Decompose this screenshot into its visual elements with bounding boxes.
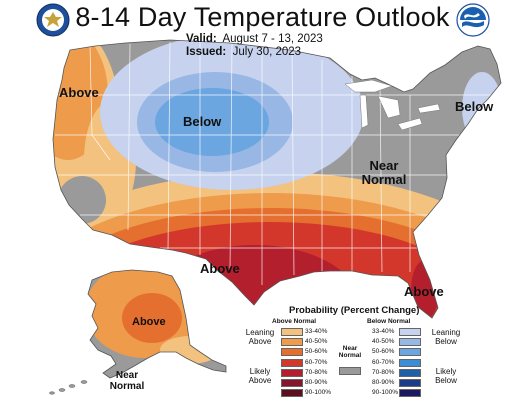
- label-near-normal-east: Near Normal: [359, 159, 409, 187]
- label-below-north: Below: [183, 114, 222, 129]
- date-block: Valid: August 7 - 13, 2023 Issued: July …: [186, 33, 323, 59]
- alaska-above-50-60: [122, 293, 182, 343]
- legend-swatch-above-0: [281, 328, 303, 336]
- legend-swatch-below-4: [399, 368, 421, 377]
- legend-swatch-below-5: [399, 379, 421, 387]
- commerce-seal-icon: [36, 3, 70, 37]
- legend-likely-below-line2: Below: [435, 376, 457, 385]
- label-near-normal-alaska-line2: Normal: [109, 381, 145, 392]
- legend-likely-below-line1: Likely: [435, 367, 457, 376]
- conus-map: [53, 40, 501, 318]
- alaska-map: [88, 270, 226, 378]
- legend-swatch-above-6: [281, 389, 303, 398]
- label-above-west: Above: [59, 85, 99, 100]
- legend-label-above-3: 60-70%: [305, 358, 328, 366]
- label-above-south: Above: [200, 261, 240, 276]
- legend-label-above-2: 50-60%: [305, 348, 328, 356]
- legend-label-above-6: 90-100%: [305, 389, 332, 397]
- legend-label-below-5: 80-90%: [372, 379, 395, 386]
- label-near-normal-alaska-line1: Near: [115, 370, 139, 381]
- legend-likely-above-line2: Above: [248, 376, 272, 385]
- legend-leaning-above-line2: Above: [248, 337, 272, 346]
- legend-swatch-below-2: [399, 348, 421, 357]
- legend-swatch-below-1: [399, 338, 421, 347]
- legend-swatch-below-6: [399, 389, 421, 398]
- legend-leaning-below: Leaning Below: [427, 328, 465, 346]
- legend-leaning-above: Leaning Above: [243, 328, 277, 346]
- valid-label: Valid:: [186, 33, 217, 45]
- legend-likely-above: Likely Above: [243, 367, 277, 385]
- label-near-normal-east-line1: Near: [369, 158, 399, 173]
- conus-outline: [52, 39, 502, 319]
- legend-swatch-above-4: [281, 368, 303, 377]
- legend-label-below-6: 90-100%: [372, 389, 399, 397]
- legend-swatch-below-0: [399, 328, 421, 336]
- legend-title: Probability (Percent Change): [289, 305, 420, 316]
- valid-dates: August 7 - 13, 2023: [222, 33, 323, 45]
- issued-label: Issued:: [186, 46, 227, 58]
- legend-swatch-above-3: [281, 358, 303, 367]
- legend-near-normal-swatch: [339, 367, 361, 375]
- legend-label-above-1: 40-50%: [305, 338, 328, 346]
- legend-near-normal: Near Normal: [334, 345, 366, 359]
- legend-label-above-4: 70-80%: [305, 368, 328, 376]
- legend-label-below-0: 33-40%: [372, 328, 395, 335]
- below-50-60-region: [155, 88, 269, 156]
- label-near-normal-east-line2: Normal: [361, 172, 407, 187]
- legend-swatch-above-1: [281, 338, 303, 347]
- alaska-outline: [87, 269, 227, 379]
- legend-swatch-below-3: [399, 358, 421, 367]
- legend-likely-above-line1: Likely: [249, 367, 271, 376]
- label-near-normal-alaska: Near Normal: [106, 370, 148, 392]
- map-title: 8-14 Day Temperature Outlook: [75, 2, 450, 32]
- legend-label-above-5: 80-90%: [305, 379, 328, 386]
- legend-swatch-above-5: [281, 379, 303, 387]
- legend-label-above-0: 33-40%: [305, 328, 328, 335]
- legend-label-below-3: 60-70%: [372, 358, 395, 366]
- legend-leaning-above-line1: Leaning: [245, 328, 275, 337]
- aleutian-islands: [49, 380, 88, 395]
- legend-near-normal-line2: Normal: [338, 352, 362, 359]
- legend-leaning-below-line2: Below: [435, 337, 457, 346]
- label-above-alaska: Above: [132, 316, 166, 328]
- label-below-northeast: Below: [455, 99, 494, 114]
- legend-likely-below: Likely Below: [427, 367, 465, 385]
- label-above-florida: Above: [404, 284, 444, 299]
- legend-swatch-above-2: [281, 348, 303, 357]
- legend-leaning-below-line1: Leaning: [431, 328, 461, 337]
- legend-below-header: Below Normal: [367, 318, 411, 325]
- legend-label-below-4: 70-80%: [372, 368, 395, 376]
- legend-above-header: Above Normal: [272, 318, 317, 325]
- nevada-near-normal: [58, 176, 106, 224]
- legend-near-normal-line1: Near: [342, 345, 358, 352]
- legend-label-below-2: 50-60%: [372, 348, 395, 356]
- issued-date: July 30, 2023: [232, 46, 302, 58]
- legend-label-below-1: 40-50%: [372, 338, 395, 346]
- noaa-logo-icon: [456, 3, 490, 37]
- great-lakes: [344, 79, 441, 131]
